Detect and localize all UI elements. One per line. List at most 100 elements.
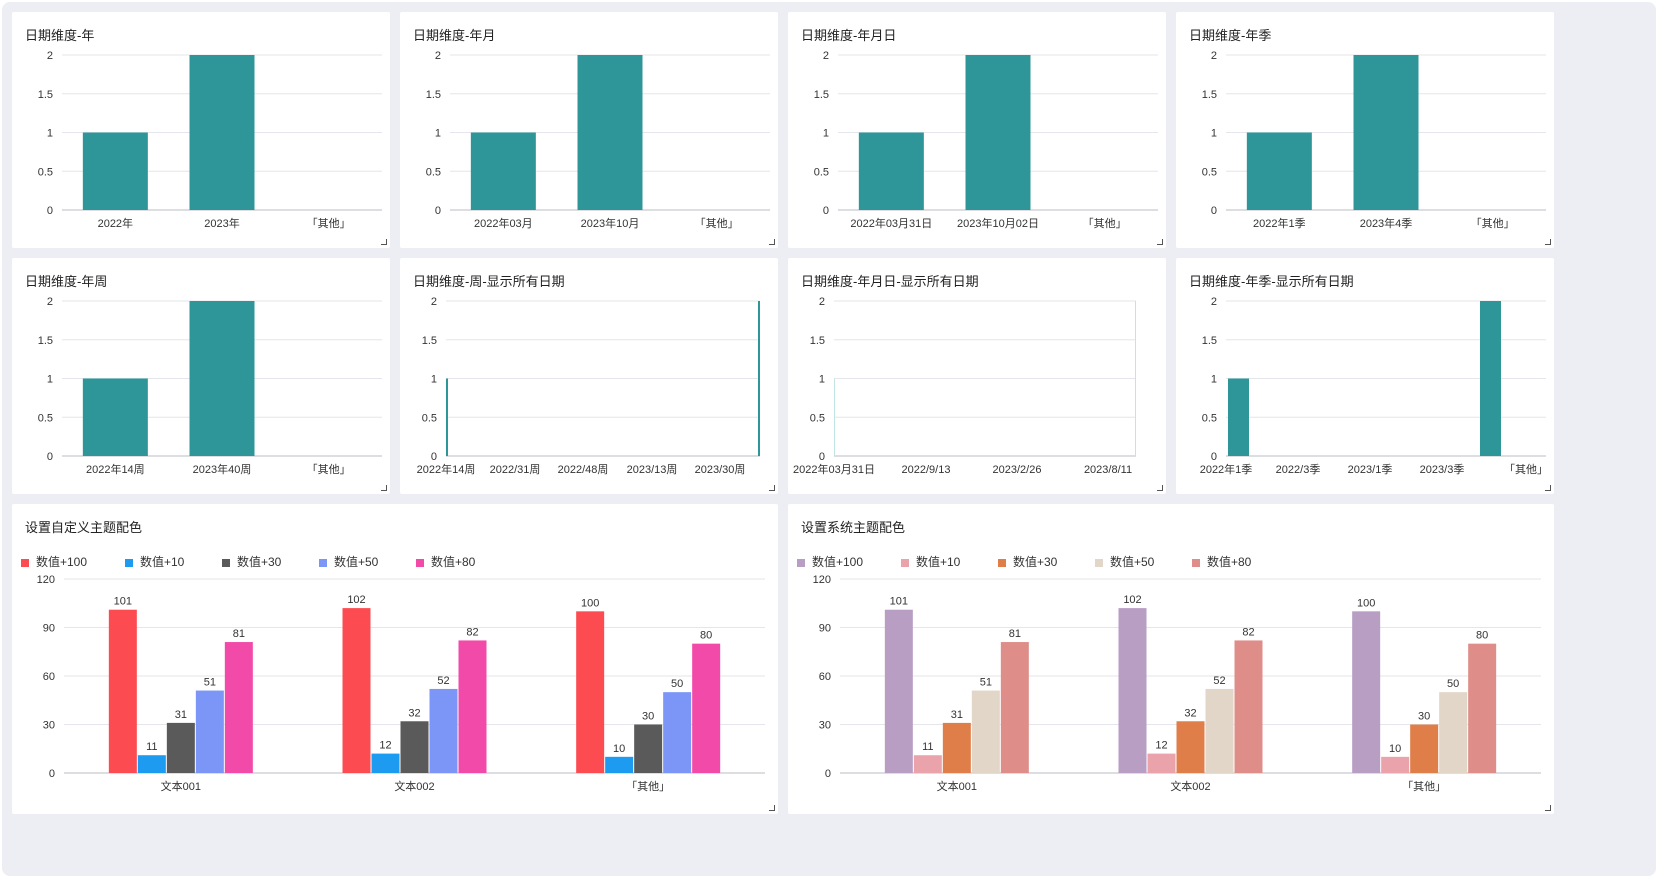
chart-title: 日期维度-年周 [25, 274, 108, 289]
data-label: 12 [379, 740, 391, 752]
chart-card-year-month-day: 日期维度-年月日 0 0.5 1 1.5 2 2022年03月31日 2023年10月02日… [788, 12, 1166, 248]
bar [1410, 724, 1439, 773]
bar [189, 55, 255, 210]
resize-handle[interactable] [1545, 239, 1551, 245]
legend-item[interactable]: 数值+80 [416, 553, 475, 570]
bar-chart: 0 0.5 1 1.5 2 2022年14周 2022/31周 2022/48周 2023/13… [417, 296, 760, 476]
x-tick-label: 2023年10月02日 [957, 216, 1039, 230]
x-tick-label: 2022/9/13 [902, 464, 951, 476]
y-tick-label: 0.5 [1202, 412, 1217, 424]
x-tick-label: 2023年40周 [193, 462, 252, 476]
bar [605, 756, 634, 773]
bar-chart: 0 0.5 1 1.5 2 2022年 2023年 「其他」 [38, 50, 382, 230]
bar [834, 378, 835, 456]
legend-item[interactable]: 数值+10 [901, 553, 960, 570]
y-tick-label: 0.5 [810, 412, 825, 424]
bar [195, 690, 224, 773]
x-tick-label: 2023/13周 [627, 463, 678, 476]
chart-card-week-all-dates: 日期维度-周-显示所有日期 0 0.5 1 1.5 2 2022年14周 2022/31周 2… [400, 258, 778, 494]
y-tick-label: 0 [435, 205, 441, 217]
chart-card-quarter-all-dates: 日期维度-年季-显示所有日期 0 0.5 1 1.5 2 2022年1季 2022/3季 20… [1176, 258, 1554, 494]
bar [1480, 301, 1501, 456]
y-tick-label: 60 [819, 671, 831, 683]
y-tick-label: 1.5 [1202, 335, 1217, 347]
bar [965, 55, 1031, 210]
x-tick-label: 2022年03月31日 [793, 462, 875, 476]
bar [1135, 301, 1136, 456]
bar-chart: 0 0.5 1 1.5 2 2022年03月 2023年10月 「其他」 [426, 50, 770, 230]
x-tick-label: 2023/1季 [1348, 463, 1393, 476]
resize-handle[interactable] [381, 485, 387, 491]
y-tick-label: 1.5 [1202, 89, 1217, 101]
bar [458, 640, 487, 773]
resize-handle[interactable] [769, 485, 775, 491]
resize-handle[interactable] [1545, 485, 1551, 491]
bar [82, 378, 148, 456]
bar [758, 301, 760, 456]
y-tick-label: 0 [47, 451, 53, 463]
legend-item[interactable]: 数值+50 [1095, 553, 1154, 570]
y-tick-label: 2 [435, 50, 441, 62]
legend-item[interactable]: 数值+100 [21, 553, 87, 570]
legend-item[interactable]: 数值+100 [797, 553, 863, 570]
bar [577, 55, 643, 210]
data-label: 10 [1389, 743, 1401, 755]
legend-item[interactable]: 数值+30 [998, 553, 1057, 570]
resize-handle[interactable] [1157, 239, 1163, 245]
y-tick-label: 90 [43, 623, 55, 635]
resize-handle[interactable] [381, 239, 387, 245]
resize-handle[interactable] [1157, 485, 1163, 491]
resize-handle[interactable] [1545, 805, 1551, 811]
y-tick-label: 2 [1211, 296, 1217, 308]
legend-swatch [416, 559, 424, 567]
data-label: 81 [1009, 628, 1021, 640]
bar-chart: 0 0.5 1 1.5 2 2022年03月31日 2023年10月02日 「其他」 [814, 50, 1158, 230]
bar [1353, 55, 1419, 210]
bar [1468, 643, 1497, 773]
x-tick-label: 2023/8/11 [1084, 464, 1132, 476]
legend-swatch [319, 559, 327, 567]
x-tick-label: 「其他」 [1402, 780, 1446, 793]
resize-handle[interactable] [769, 239, 775, 245]
bar [1228, 378, 1249, 456]
resize-handle[interactable] [769, 805, 775, 811]
data-label: 80 [700, 630, 712, 642]
y-tick-label: 1.5 [810, 335, 825, 347]
y-tick-label: 1 [435, 128, 441, 140]
bar [1205, 688, 1234, 773]
chart-title: 日期维度-年月日 [801, 28, 897, 43]
chart-card-day-all-dates: 日期维度-年月日-显示所有日期 0 0.5 1 1.5 2 2022年03月31日 2022… [788, 258, 1166, 494]
bar [1381, 756, 1410, 773]
legend-label: 数值+80 [431, 555, 476, 569]
bar [224, 642, 253, 773]
legend-item[interactable]: 数值+10 [125, 553, 184, 570]
data-label: 32 [408, 707, 420, 719]
x-tick-label: 2022年03月31日 [850, 216, 932, 230]
legend-label: 数值+100 [812, 555, 864, 569]
y-tick-label: 2 [47, 50, 53, 62]
y-tick-label: 1 [431, 374, 437, 386]
y-tick-label: 2 [1211, 50, 1217, 62]
legend-item[interactable]: 数值+80 [1192, 553, 1251, 570]
chart-card-year-quarter: 日期维度-年季 0 0.5 1 1.5 2 2022年1季 2023年4季 「其他」 [1176, 12, 1554, 248]
y-tick-label: 0 [47, 205, 53, 217]
data-label: 102 [1123, 594, 1141, 606]
bar [82, 132, 148, 210]
x-tick-label: 「其他」 [1083, 217, 1127, 230]
x-tick-label: 2022年14周 [417, 462, 476, 476]
bar [446, 378, 448, 456]
y-tick-label: 0 [825, 768, 831, 780]
y-tick-label: 2 [823, 50, 829, 62]
bar [1439, 692, 1468, 773]
legend-item[interactable]: 数值+50 [319, 553, 378, 570]
chart-title: 日期维度-年季-显示所有日期 [1189, 274, 1354, 289]
y-tick-label: 1.5 [426, 89, 441, 101]
legend-label: 数值+100 [36, 555, 88, 569]
data-label: 102 [347, 594, 365, 606]
x-tick-label: 2022年1季 [1200, 462, 1253, 476]
y-tick-label: 1.5 [38, 89, 53, 101]
bar [1176, 721, 1205, 773]
legend-item[interactable]: 数值+30 [222, 553, 281, 570]
bar [470, 132, 536, 210]
legend-swatch [998, 559, 1006, 567]
